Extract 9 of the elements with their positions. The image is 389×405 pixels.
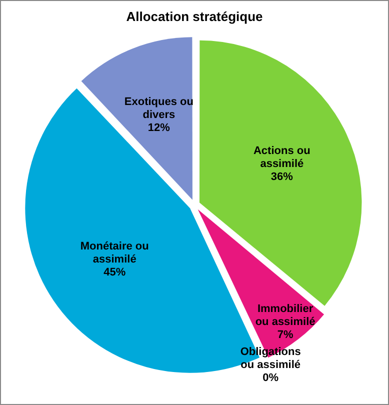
slice-label: Monétaire ou assimilé (80, 240, 149, 266)
slice-label: Actions ou assimilé (253, 144, 310, 170)
data-label: 12% (148, 122, 170, 134)
data-label: 36% (270, 170, 294, 183)
slice-label: Immobilier ou assimilé (255, 303, 316, 328)
data-label: 7% (277, 329, 294, 342)
data-label: 45% (104, 266, 126, 278)
text: 0% (262, 372, 279, 384)
chart-title: Allocation stratégique (125, 9, 264, 24)
